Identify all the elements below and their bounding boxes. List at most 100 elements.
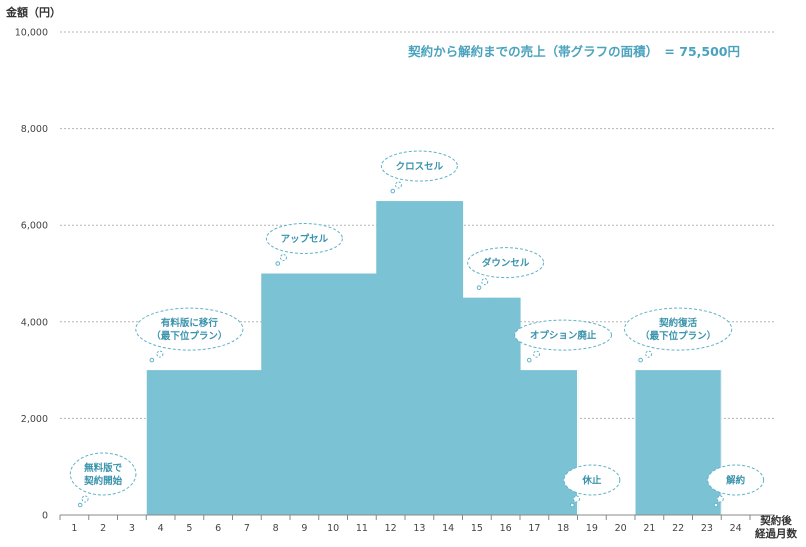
callout-text: 契約開始 bbox=[83, 475, 123, 487]
callout-tail-dot bbox=[638, 357, 643, 363]
x-tick-label: 22 bbox=[672, 523, 684, 534]
x-tick-label: 20 bbox=[615, 523, 627, 534]
bars bbox=[145, 201, 722, 516]
y-tick-label: 4,000 bbox=[21, 317, 48, 328]
bar bbox=[146, 370, 176, 515]
x-tick-label: 3 bbox=[129, 523, 135, 534]
callout-bubble: 休止 bbox=[563, 464, 621, 508]
y-tick-label: 0 bbox=[42, 511, 48, 522]
x-tick-label: 9 bbox=[301, 523, 307, 534]
bar bbox=[290, 273, 320, 515]
x-axis-title-line: 経過月数 bbox=[755, 527, 797, 540]
callout-text: アップセル bbox=[281, 233, 329, 245]
callout-ellipse bbox=[563, 464, 621, 496]
x-tick-label: 4 bbox=[158, 523, 164, 534]
y-axis-title: 金額（円） bbox=[5, 5, 61, 19]
callout-tail-dot bbox=[533, 350, 541, 358]
callout-text: 無料版で bbox=[84, 462, 123, 474]
x-tick-label: 10 bbox=[327, 523, 339, 534]
y-tick-label: 8,000 bbox=[21, 124, 48, 135]
y-tick-label: 6,000 bbox=[21, 221, 48, 232]
callout-bubble: ダウンセル bbox=[467, 247, 545, 290]
bar bbox=[692, 370, 722, 515]
callout-ellipse bbox=[265, 223, 343, 254]
bar bbox=[663, 370, 694, 515]
callout-tail-dot bbox=[716, 495, 724, 503]
callout-text: ダウンセル bbox=[482, 257, 530, 269]
callout-ellipse bbox=[135, 307, 244, 351]
callout-text: 契約復活 bbox=[658, 317, 698, 329]
callout-text: オプション廃止 bbox=[530, 330, 597, 342]
x-tick-label: 13 bbox=[413, 523, 425, 534]
bar bbox=[347, 273, 377, 515]
x-tick-label: 16 bbox=[500, 523, 512, 534]
x-tick-label: 8 bbox=[273, 523, 279, 534]
callout-text: クロスセル bbox=[396, 162, 444, 173]
callout-bubble: オプション廃止 bbox=[514, 319, 613, 363]
callout-text: 有料版に移行 bbox=[161, 317, 219, 329]
x-axis bbox=[59, 514, 775, 520]
callout-text: 休止 bbox=[581, 475, 602, 487]
callout-tail-dot bbox=[279, 254, 287, 261]
x-tick-label: 12 bbox=[385, 523, 397, 534]
bar bbox=[520, 370, 550, 515]
x-tick-label: 11 bbox=[356, 523, 368, 534]
bar bbox=[232, 370, 262, 515]
x-tick-label: 14 bbox=[442, 523, 454, 534]
x-tick-label: 6 bbox=[215, 523, 221, 534]
callout-tail-dot bbox=[390, 188, 396, 194]
callout-tail-dot bbox=[476, 285, 482, 290]
callout-ellipse bbox=[624, 307, 733, 351]
x-tick-label: 1 bbox=[71, 523, 77, 534]
callout-tail-dot bbox=[156, 350, 164, 358]
x-axis-title-line: 契約後 bbox=[759, 514, 792, 527]
callout-tail-dot bbox=[526, 357, 532, 363]
bar bbox=[318, 273, 349, 515]
callout-tail-dot bbox=[713, 502, 719, 508]
callout-ellipse bbox=[380, 150, 458, 182]
callout-tail-dot bbox=[572, 495, 580, 503]
x-tick-label: 24 bbox=[730, 523, 742, 534]
x-tick-label: 19 bbox=[586, 523, 598, 534]
callout-text: 解約 bbox=[726, 475, 746, 487]
bar bbox=[405, 201, 435, 516]
callout-bubble: 契約復活（最下位プラン） bbox=[624, 307, 733, 363]
bar bbox=[203, 370, 234, 515]
x-tick-label: 7 bbox=[244, 523, 250, 534]
x-tick-label: 17 bbox=[528, 523, 540, 534]
callout-tail-dot bbox=[481, 278, 489, 286]
bar bbox=[462, 297, 492, 515]
x-tick-label: 5 bbox=[186, 523, 192, 534]
y-axis-ticks: 0 2,000 4,000 6,000 8,000 10,000 bbox=[15, 28, 48, 522]
callout-tail-dot bbox=[81, 495, 89, 503]
bar bbox=[175, 370, 205, 515]
callout-tail-dot bbox=[275, 261, 281, 266]
callout-tail-dot bbox=[149, 357, 155, 363]
x-tick-label: 21 bbox=[643, 523, 655, 534]
callout-tail-dot bbox=[645, 350, 653, 358]
callout-bubble: 解約 bbox=[707, 464, 765, 508]
callout-bubble: クロスセル bbox=[380, 150, 458, 194]
total-revenue-annotation: 契約から解約までの売上（帯グラフの面積） = 75,500円 bbox=[407, 44, 740, 59]
y-tick-label: 2,000 bbox=[21, 414, 48, 425]
callouts: 無料版で契約開始有料版に移行（最下位プラン）アップセルクロスセルダウンセルオプシ… bbox=[69, 150, 765, 508]
callout-ellipse bbox=[707, 464, 765, 496]
callout-ellipse bbox=[514, 319, 613, 351]
bar bbox=[261, 273, 291, 515]
bar bbox=[376, 201, 406, 516]
callout-bubble: アップセル bbox=[265, 223, 343, 266]
callout-bubble: 有料版に移行（最下位プラン） bbox=[135, 307, 244, 363]
bar bbox=[491, 297, 521, 515]
bar bbox=[433, 201, 464, 516]
x-tick-label: 23 bbox=[701, 523, 713, 534]
callout-text: （最下位プラン） bbox=[640, 330, 716, 342]
x-axis-ticks: 1 2 3 4 5 6 7 8 9 10 11 12 13 14 15 16 17 18 19 20 21 22 23 24 bbox=[71, 523, 741, 534]
bar bbox=[548, 370, 579, 515]
callout-tail-dot bbox=[77, 502, 83, 508]
x-tick-label: 18 bbox=[557, 523, 569, 534]
bar bbox=[635, 370, 665, 515]
callout-tail-dot bbox=[394, 181, 402, 189]
